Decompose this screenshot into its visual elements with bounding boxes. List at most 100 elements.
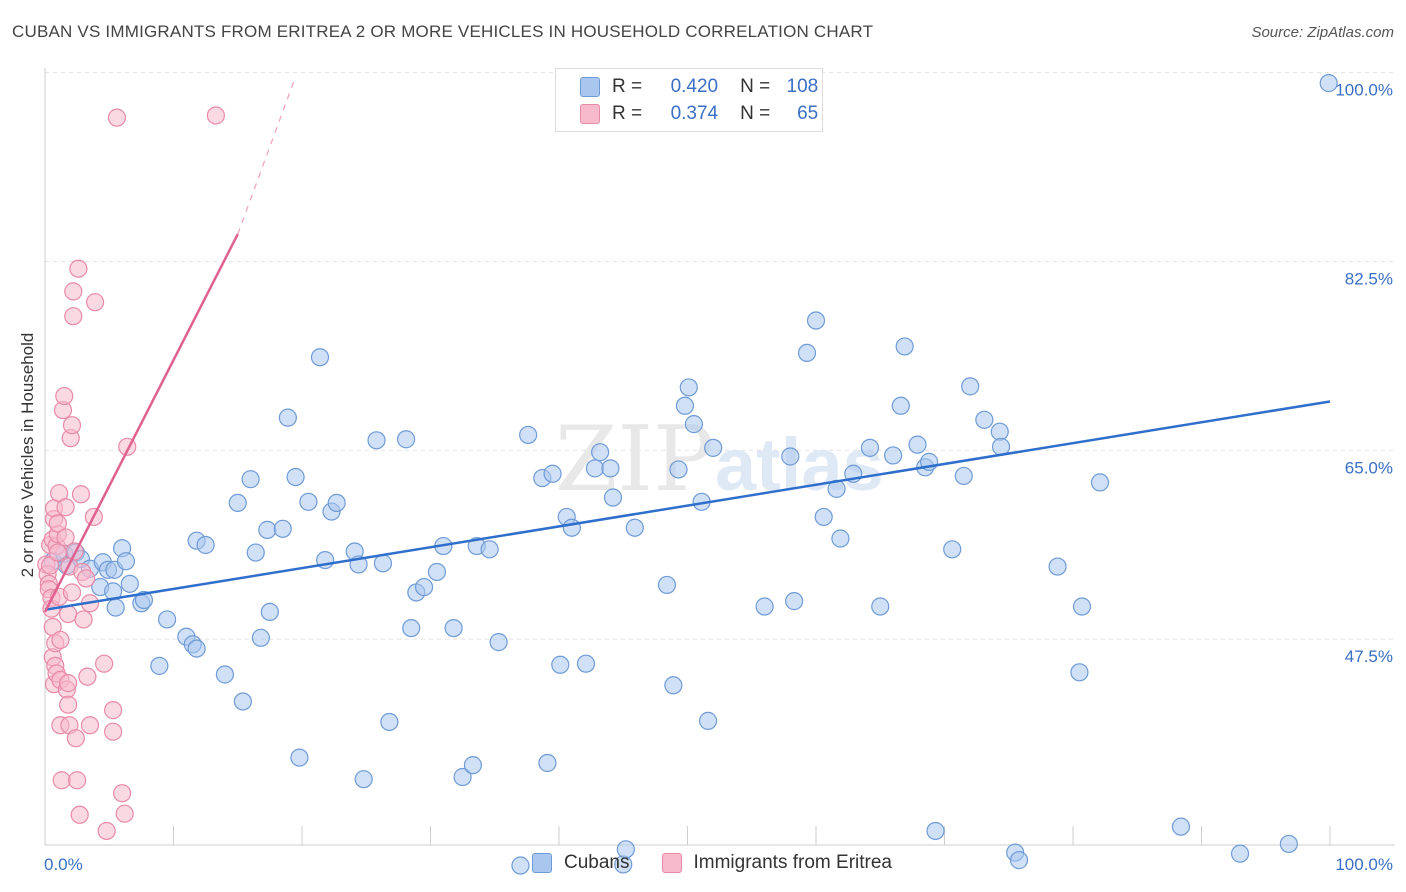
point-cubans [926,821,945,841]
point-eritrea [95,654,114,673]
legend-item-eritrea[interactable]: Immigrants from Eritrea [661,852,892,874]
point-cubans [975,410,994,429]
point-cubans [241,470,260,489]
point-cubans [299,492,318,511]
point-cubans [603,488,623,507]
point-eritrea [56,498,75,517]
point-cubans [551,655,570,674]
point-cubans [704,438,723,457]
point-eritrea [112,784,132,803]
x-tick-label-max: 100.0% [1335,855,1393,874]
point-cubans [187,639,206,658]
point-cubans [116,552,136,571]
point-cubans [354,770,373,789]
correlation-legend: R = 0.420 N = 108 R = 0.374 N = 65 [555,68,823,132]
point-cubans [150,656,169,675]
point-eritrea [206,106,226,125]
point-cubans [134,590,154,610]
point-cubans [601,459,620,478]
point-cubans [961,377,980,396]
chart-title: CUBAN VS IMMIGRANTS FROM ERITREA 2 OR MO… [12,22,874,41]
point-eritrea [48,543,67,562]
point-eritrea [74,610,93,629]
trend-line-eritrea [43,233,239,613]
point-cubans [373,554,393,573]
point-eritrea [62,583,82,602]
point-cubans [402,618,421,638]
point-cubans [157,610,177,629]
point-cubans [543,464,562,483]
watermark-atlas: atlas [715,423,884,506]
point-eritrea [52,771,71,790]
point-cubans [260,602,279,622]
point-cubans [444,618,463,638]
point-eritrea [80,716,100,735]
point-cubans [698,711,718,730]
point-cubans [883,446,903,465]
point-cubans [625,518,644,537]
point-cubans [286,467,305,487]
y-tick-label: 65.0% [1345,458,1393,477]
point-cubans [1319,74,1338,93]
point-cubans [414,577,434,597]
point-cubans [1009,851,1029,870]
point-eritrea [115,804,134,823]
series-cubans [43,74,1338,875]
point-eritrea [97,821,116,841]
point-eritrea [55,386,74,406]
legend-swatch-cubans [580,77,600,97]
point-eritrea [77,569,96,588]
point-cubans [591,443,610,462]
point-cubans [1279,834,1298,854]
point-eritrea [104,722,123,741]
point-cubans [943,540,962,559]
point-cubans [684,415,704,434]
r-label: R = [612,103,643,124]
point-eritrea [71,485,91,504]
point-cubans [120,574,139,593]
axes [44,68,1395,846]
point-cubans [489,633,508,652]
legend-item-cubans[interactable]: Cubans [532,852,630,874]
point-cubans [380,712,399,732]
point-cubans [908,435,927,454]
x-tick-label-min: 0.0% [44,855,83,874]
legend-label-eritrea: Immigrants from Eritrea [693,852,892,873]
point-cubans [669,460,688,479]
point-eritrea [59,674,78,693]
point-cubans [196,535,215,555]
point-cubans [1090,473,1110,492]
point-cubans [755,597,774,616]
point-cubans [679,378,698,397]
trend-line-eritrea [237,76,297,235]
point-cubans [831,529,850,548]
point-cubans [1230,844,1250,863]
point-eritrea [59,695,78,714]
point-cubans [519,425,538,445]
point-cubans [310,348,330,367]
point-cubans [251,628,270,647]
point-eritrea [78,667,97,686]
point-eritrea [69,259,88,278]
point-cubans [616,840,635,859]
y-tick-label: 100.0% [1335,81,1393,100]
point-cubans [1048,557,1067,576]
series-eritrea [37,106,226,841]
legend-swatch-eritrea [580,104,600,124]
point-cubans [1072,597,1092,616]
series-legend: Cubans Immigrants from Eritrea [532,852,924,874]
point-eritrea [56,528,75,547]
point-eritrea [68,771,87,790]
point-cubans [258,520,277,539]
point-cubans [538,753,557,773]
point-cubans [228,493,247,513]
point-eritrea [66,729,85,748]
point-cubans [463,756,483,775]
point-cubans [675,396,695,415]
point-cubans [1070,663,1089,682]
point-eritrea [62,416,82,435]
point-cubans [106,598,125,617]
legend-label-cubans: Cubans [564,852,630,873]
r-value: 0.374 [670,103,719,124]
point-cubans [453,767,472,787]
